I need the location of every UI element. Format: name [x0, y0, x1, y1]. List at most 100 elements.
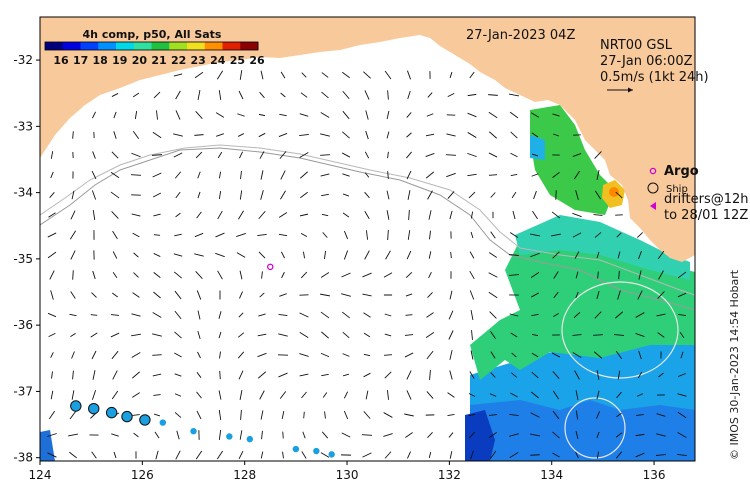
current-vector	[616, 391, 622, 399]
current-vector	[153, 234, 161, 236]
current-vector	[91, 451, 97, 459]
current-vector	[110, 171, 120, 179]
current-vector	[71, 190, 75, 200]
current-vector	[321, 193, 329, 197]
current-vector	[509, 111, 519, 119]
colorbar-label: 22	[171, 54, 186, 67]
colorbar-swatch	[187, 42, 206, 50]
current-vector	[260, 410, 264, 420]
current-vector	[217, 210, 223, 220]
current-vector	[572, 334, 582, 336]
current-vector	[90, 314, 98, 316]
y-axis: -32 -33 -34 -35 -36 -37 -38	[13, 53, 40, 465]
current-vector	[240, 170, 242, 180]
current-vector	[50, 171, 54, 179]
drifter-position	[328, 451, 335, 458]
current-vector	[194, 232, 204, 238]
current-vector	[428, 272, 432, 278]
current-vector	[113, 111, 117, 119]
current-vector	[490, 231, 496, 239]
current-vector	[111, 211, 119, 219]
current-vector	[658, 372, 664, 378]
current-vector	[131, 213, 141, 217]
current-vector	[92, 370, 96, 380]
current-vector	[405, 272, 413, 278]
current-vector	[111, 350, 119, 360]
current-vector	[239, 430, 243, 440]
map-frame	[39, 16, 696, 462]
current-vector	[173, 133, 183, 137]
current-vector	[677, 411, 687, 419]
current-vector	[153, 413, 161, 417]
current-vector	[596, 431, 600, 439]
current-vector	[638, 350, 642, 360]
current-vector	[215, 252, 225, 258]
current-vector	[449, 210, 453, 220]
current-vector	[509, 451, 519, 459]
current-vector	[152, 131, 162, 139]
current-vector	[49, 270, 55, 280]
current-vector	[112, 292, 118, 298]
current-vector	[91, 190, 97, 200]
current-vector	[407, 91, 411, 99]
current-vector	[110, 191, 120, 199]
current-vector	[446, 172, 456, 178]
current-vector	[132, 232, 140, 238]
current-vector	[405, 432, 413, 438]
current-vector	[470, 211, 474, 219]
current-vector	[615, 191, 623, 199]
current-vector	[575, 410, 579, 420]
current-vector	[365, 110, 369, 120]
current-vector	[448, 310, 454, 320]
current-vector	[300, 92, 308, 98]
current-vector	[364, 90, 370, 100]
current-vector	[552, 410, 560, 420]
current-vector	[406, 151, 412, 159]
current-vector	[197, 331, 201, 339]
current-vector	[635, 333, 645, 337]
current-vector	[218, 429, 222, 441]
current-vector	[552, 390, 560, 400]
current-vector	[69, 230, 77, 240]
current-vector	[572, 352, 582, 358]
current-vector	[153, 272, 161, 278]
current-vector	[196, 290, 202, 300]
current-vector	[112, 271, 118, 279]
current-vector	[281, 410, 285, 420]
current-vector	[387, 229, 389, 241]
current-vector	[447, 392, 455, 398]
current-vector	[320, 352, 330, 358]
current-vector	[635, 452, 645, 458]
credit-label: © IMOS 30-Jan-2023 14:54 Hobart	[728, 269, 741, 460]
current-vector	[383, 433, 393, 437]
current-vector	[680, 351, 684, 359]
current-vector	[575, 291, 579, 299]
current-vector	[219, 370, 221, 380]
current-vector	[425, 171, 435, 179]
current-vector	[175, 90, 181, 100]
current-vector	[278, 132, 288, 138]
current-vector	[174, 271, 182, 279]
current-vector	[260, 70, 264, 80]
current-vector	[364, 191, 370, 199]
current-vector	[72, 370, 74, 380]
current-vector	[531, 112, 539, 118]
current-vector	[468, 393, 476, 397]
current-vector	[91, 390, 97, 400]
current-vector	[364, 250, 370, 260]
current-vector	[302, 431, 306, 439]
current-vector	[196, 410, 202, 420]
current-vector	[615, 350, 623, 360]
current-vector	[342, 212, 350, 218]
current-vector	[677, 453, 687, 457]
current-vector	[429, 370, 431, 380]
current-vector	[489, 450, 497, 460]
current-vector	[261, 430, 263, 440]
current-vector	[258, 313, 266, 317]
current-vector	[363, 332, 371, 338]
current-vector	[594, 232, 602, 238]
current-vector	[341, 432, 351, 438]
map-legend: Argo Ship drifters@12h to 28/01 12Z	[647, 164, 749, 223]
current-vector	[238, 90, 244, 100]
